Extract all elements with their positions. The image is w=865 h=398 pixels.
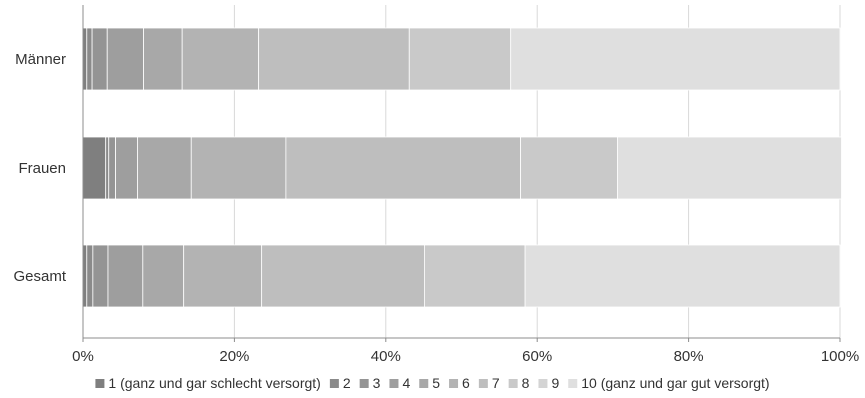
legend-swatch xyxy=(538,379,548,388)
x-tick-label: 0% xyxy=(72,348,94,365)
bar-segment xyxy=(91,27,108,91)
legend-label: 8 xyxy=(522,375,530,391)
legend-item: 6 xyxy=(449,375,470,391)
legend-label: 10 (ganz und gar gut versorgt) xyxy=(581,375,769,391)
bars xyxy=(82,27,842,308)
bar-segment xyxy=(181,27,260,91)
legend-label: 4 xyxy=(402,375,410,391)
x-tick-label: 60% xyxy=(522,348,552,365)
legend-label: 7 xyxy=(492,375,500,391)
legend-label: 6 xyxy=(462,375,470,391)
legend-swatch xyxy=(95,379,105,388)
legend-swatch xyxy=(359,379,369,388)
legend-item: 3 xyxy=(359,375,381,391)
bar-segment xyxy=(183,244,263,308)
legend-swatch xyxy=(329,379,339,388)
bar-segment xyxy=(108,136,116,200)
legend-swatch xyxy=(419,379,429,388)
legend-swatch xyxy=(449,379,459,388)
bar-segment xyxy=(285,136,521,200)
legend-item: 5 xyxy=(419,375,440,391)
bar-segment xyxy=(617,136,842,200)
legend-label: 5 xyxy=(432,375,440,391)
legend-swatch xyxy=(568,379,578,388)
category-label: Frauen xyxy=(18,160,66,177)
legend-item: 8 xyxy=(508,375,530,391)
legend-label: 9 xyxy=(551,375,559,391)
legend-swatch xyxy=(508,379,518,388)
legend-item: 10 (ganz und gar gut versorgt) xyxy=(568,375,770,391)
bar-segment xyxy=(524,244,841,308)
bar-segment xyxy=(142,244,185,308)
bar-segment xyxy=(107,244,144,308)
bar-segment xyxy=(510,27,841,91)
bar-segment xyxy=(105,136,110,200)
bar-segment xyxy=(86,244,94,308)
bar-segment xyxy=(520,136,618,200)
legend-item: 7 xyxy=(478,375,500,391)
bar-segment xyxy=(86,27,93,91)
x-tick-label: 20% xyxy=(219,348,249,365)
bar-segment xyxy=(106,27,144,91)
bar-segment xyxy=(408,27,512,91)
category-label: Männer xyxy=(15,51,66,68)
legend-label: 2 xyxy=(343,375,351,391)
bar-segment xyxy=(82,27,88,91)
legend-item: 2 xyxy=(329,375,351,391)
x-tick-label: 80% xyxy=(674,348,704,365)
legend-item: 4 xyxy=(389,375,410,391)
category-label: Gesamt xyxy=(13,268,66,285)
x-tick-label: 100% xyxy=(821,348,859,365)
legend-swatch xyxy=(389,379,399,388)
legend-item: 9 xyxy=(538,375,559,391)
axes: Männer Frauen Gesamt 0% 20% 40% 60% 80% 100% xyxy=(13,5,859,365)
legend-item: 1 (ganz und gar schlecht versorgt) xyxy=(95,375,321,391)
bar-segment xyxy=(115,136,138,200)
legend-swatch xyxy=(478,379,488,388)
x-tick-label: 40% xyxy=(371,348,401,365)
bar-segment xyxy=(258,27,410,91)
bar-segment xyxy=(92,244,109,308)
legend-label: 3 xyxy=(373,375,381,391)
bar-segment xyxy=(143,27,183,91)
bar-segment xyxy=(261,244,425,308)
legend: 1 (ganz und gar schlecht versorgt) 2 3 4 5 6 7… xyxy=(95,375,770,391)
bar-segment xyxy=(137,136,192,200)
bar-segment xyxy=(424,244,526,308)
bar-segment xyxy=(82,136,107,200)
bar-segment xyxy=(190,136,287,200)
legend-label: 1 (ganz und gar schlecht versorgt) xyxy=(108,375,320,391)
bar-segment xyxy=(82,244,88,308)
